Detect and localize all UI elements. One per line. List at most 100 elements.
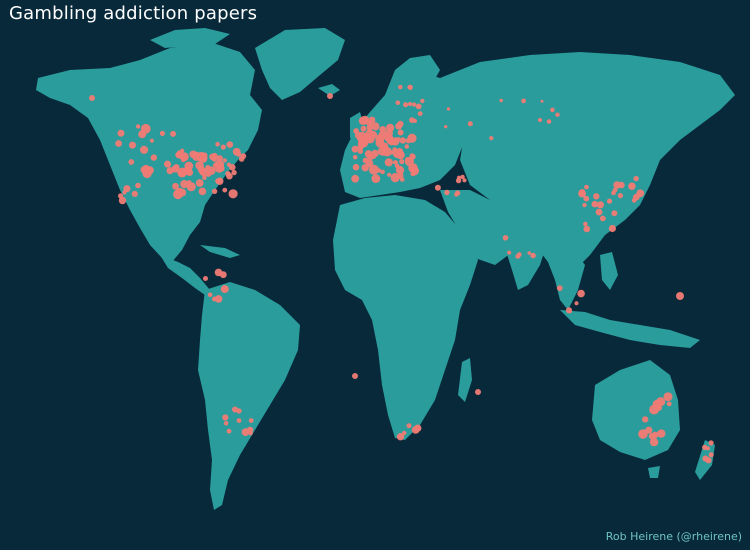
paper-location-point — [89, 95, 95, 101]
paper-location-point — [351, 145, 359, 153]
paper-location-point — [352, 154, 358, 160]
paper-location-point — [362, 157, 369, 164]
paper-location-point — [629, 182, 634, 188]
paper-location-point — [584, 184, 589, 190]
paper-location-point — [705, 457, 712, 464]
paper-location-point — [392, 160, 397, 165]
paper-location-point — [633, 175, 639, 182]
paper-location-point — [708, 452, 714, 458]
paper-location-point — [138, 130, 147, 139]
paper-location-point — [226, 141, 234, 148]
paper-location-point — [211, 188, 218, 194]
paper-location-point — [150, 154, 157, 161]
paper-location-point — [409, 153, 415, 159]
paper-location-point — [702, 444, 708, 451]
paper-location-point — [617, 193, 624, 199]
japan-landmass — [620, 168, 648, 215]
paper-location-point — [181, 155, 187, 161]
paper-location-point — [364, 150, 373, 158]
paper-location-point — [583, 195, 590, 202]
paper-location-point — [582, 202, 587, 208]
paper-location-point — [380, 169, 385, 175]
paper-location-point — [631, 197, 637, 203]
paper-location-point — [446, 107, 451, 111]
south-america-landmass — [198, 282, 300, 510]
paper-location-point — [209, 153, 216, 160]
paper-location-point — [207, 292, 213, 298]
paper-location-point — [248, 418, 254, 423]
arctic-islands-landmass — [150, 28, 230, 48]
paper-location-point — [395, 165, 405, 175]
paper-location-point — [380, 143, 387, 150]
paper-location-point — [180, 148, 185, 153]
paper-location-point — [352, 373, 358, 379]
paper-location-point — [197, 166, 205, 174]
paper-location-point — [444, 125, 448, 129]
paper-location-point — [608, 224, 617, 233]
paper-location-point — [327, 93, 333, 99]
paper-location-point — [591, 200, 599, 208]
paper-location-point — [612, 187, 618, 193]
paper-location-point — [540, 99, 544, 103]
paper-location-point — [606, 198, 613, 204]
paper-location-point — [467, 121, 473, 127]
paper-location-point — [149, 138, 154, 143]
scandinavia-landmass — [385, 55, 440, 108]
paper-location-point — [223, 421, 229, 426]
greenland-landmass — [255, 28, 345, 100]
paper-location-point — [361, 133, 369, 140]
paper-location-point — [371, 174, 381, 184]
paper-location-point — [403, 102, 409, 108]
paper-location-point — [507, 250, 512, 255]
paper-location-point — [123, 185, 131, 193]
paper-location-points — [89, 84, 714, 464]
paper-location-point — [638, 432, 643, 437]
australia-landmass — [592, 360, 680, 460]
paper-location-point — [397, 129, 404, 136]
paper-location-point — [411, 102, 417, 107]
paper-location-point — [663, 392, 673, 402]
paper-location-point — [128, 159, 135, 165]
paper-location-point — [396, 433, 405, 441]
paper-location-point — [611, 210, 618, 217]
paper-location-point — [642, 416, 649, 423]
paper-location-point — [538, 118, 542, 122]
paper-location-point — [368, 164, 379, 175]
paper-location-point — [236, 151, 242, 157]
paper-location-point — [131, 190, 138, 197]
paper-location-point — [521, 98, 526, 104]
paper-location-point — [415, 103, 422, 110]
paper-location-point — [189, 150, 197, 159]
paper-location-point — [583, 221, 588, 227]
paper-location-point — [198, 187, 207, 196]
paper-location-point — [666, 401, 672, 407]
author-credit: Rob Heirene (@rheirene) — [605, 530, 742, 543]
paper-location-point — [460, 174, 465, 180]
paper-location-point — [140, 166, 148, 174]
paper-location-point — [371, 122, 380, 131]
paper-location-point — [555, 112, 560, 117]
paper-location-point — [220, 144, 226, 150]
paper-location-point — [417, 111, 423, 116]
paper-location-point — [140, 145, 149, 154]
paper-location-point — [358, 147, 363, 152]
paper-location-point — [676, 292, 684, 300]
paper-location-point — [596, 201, 605, 209]
paper-location-point — [170, 130, 177, 137]
paper-location-point — [708, 440, 714, 446]
paper-location-point — [222, 158, 227, 163]
paper-location-point — [618, 181, 625, 189]
paper-location-point — [407, 133, 417, 143]
paper-location-point — [404, 144, 410, 149]
paper-location-point — [203, 276, 208, 281]
paper-location-point — [117, 129, 125, 137]
paper-location-point — [649, 437, 659, 447]
paper-location-point — [358, 116, 368, 126]
paper-location-point — [178, 188, 187, 197]
paper-location-point — [396, 137, 401, 142]
paper-location-point — [546, 119, 552, 124]
paper-location-point — [215, 178, 221, 184]
paper-location-point — [216, 155, 223, 162]
paper-location-point — [226, 172, 233, 180]
